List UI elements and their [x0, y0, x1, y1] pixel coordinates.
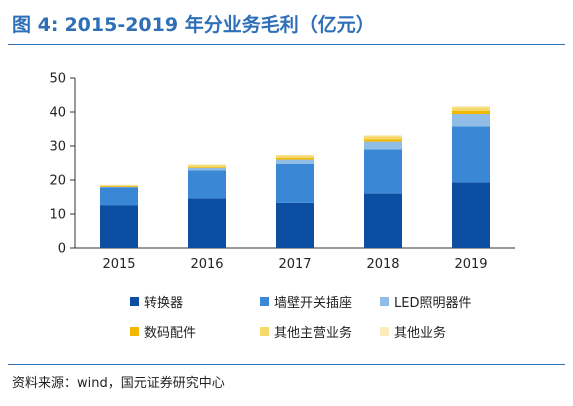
legend-swatch: [260, 327, 269, 336]
y-tick-label: 0: [58, 242, 66, 257]
bar-segment: [188, 198, 226, 248]
bar-segment: [188, 166, 226, 168]
bar-segment: [452, 107, 490, 111]
bar-segment: [452, 126, 490, 183]
legend-item-led-lighting: LED照明器件: [380, 292, 471, 311]
legend-item-wall-switch-socket: 墙壁开关插座: [260, 292, 352, 311]
bar-segment: [364, 135, 402, 137]
bar-segment: [188, 167, 226, 171]
bar-segment: [100, 186, 138, 188]
figure-title-text: 2015-2019 年分业务毛利（亿元）: [64, 14, 375, 36]
bar-segment: [276, 202, 314, 248]
x-tick-label: 2017: [278, 257, 311, 272]
x-tick-label: 2018: [366, 257, 399, 272]
y-tick-label: 20: [49, 174, 66, 189]
bar-segment: [276, 157, 314, 160]
legend-label: 其他主营业务: [274, 326, 353, 341]
x-tick-label: 2015: [102, 257, 135, 272]
legend-item-converter: 转换器: [130, 292, 183, 311]
bar-segment: [100, 185, 138, 187]
source-note: 资料来源：wind，国元证券研究中心: [12, 376, 225, 391]
y-tick-label: 10: [49, 208, 66, 223]
bar-segment: [364, 193, 402, 248]
bar-segment: [452, 114, 490, 127]
legend-swatch: [130, 327, 139, 336]
bar-segment: [452, 110, 490, 115]
y-tick-label: 30: [49, 140, 66, 155]
legend-label: 转换器: [144, 296, 184, 311]
bar-segment: [276, 155, 314, 158]
bar-segment: [364, 136, 402, 140]
y-tick-label: 40: [49, 106, 66, 121]
stacked-bar-chart: 0 10 20 30 40 50 2015 2016 2017 2018 2019: [49, 72, 515, 272]
legend-item-digital-accessories: 数码配件: [130, 322, 196, 341]
bar-segment: [188, 164, 226, 166]
bar-segment: [276, 159, 314, 165]
legend-label: 其他业务: [394, 326, 447, 341]
figure-number: 图 4:: [12, 14, 59, 36]
bar-segment: [276, 154, 314, 156]
legend-swatch: [130, 297, 139, 306]
x-tick-label: 2019: [454, 257, 487, 272]
figure-title: 图 4: 2015-2019 年分业务毛利（亿元）: [12, 10, 561, 37]
y-tick-label: 50: [49, 72, 66, 87]
bar-segment: [452, 105, 490, 108]
legend-swatch: [380, 297, 389, 306]
legend-label: 数码配件: [144, 326, 197, 341]
bar-segment: [100, 185, 138, 186]
x-tick-label: 2016: [190, 257, 223, 272]
legend-label: LED照明器件: [394, 296, 472, 311]
bar-segment: [364, 149, 402, 194]
bar-segment: [100, 205, 138, 248]
legend-item-other-business: 其他业务: [380, 322, 446, 341]
source-divider: [8, 364, 565, 365]
bar-segment: [364, 141, 402, 150]
bar-segment: [188, 170, 226, 199]
bar-segment: [452, 182, 490, 248]
bar-segment: [100, 187, 138, 206]
legend-label: 墙壁开关插座: [274, 296, 353, 311]
legend-item-other-main-business: 其他主营业务: [260, 322, 352, 341]
legend-swatch: [260, 297, 269, 306]
bar-segment: [364, 139, 402, 142]
title-divider: [8, 44, 565, 45]
bar-segment: [188, 165, 226, 167]
bar-segment: [276, 164, 314, 203]
legend-swatch: [380, 327, 389, 336]
